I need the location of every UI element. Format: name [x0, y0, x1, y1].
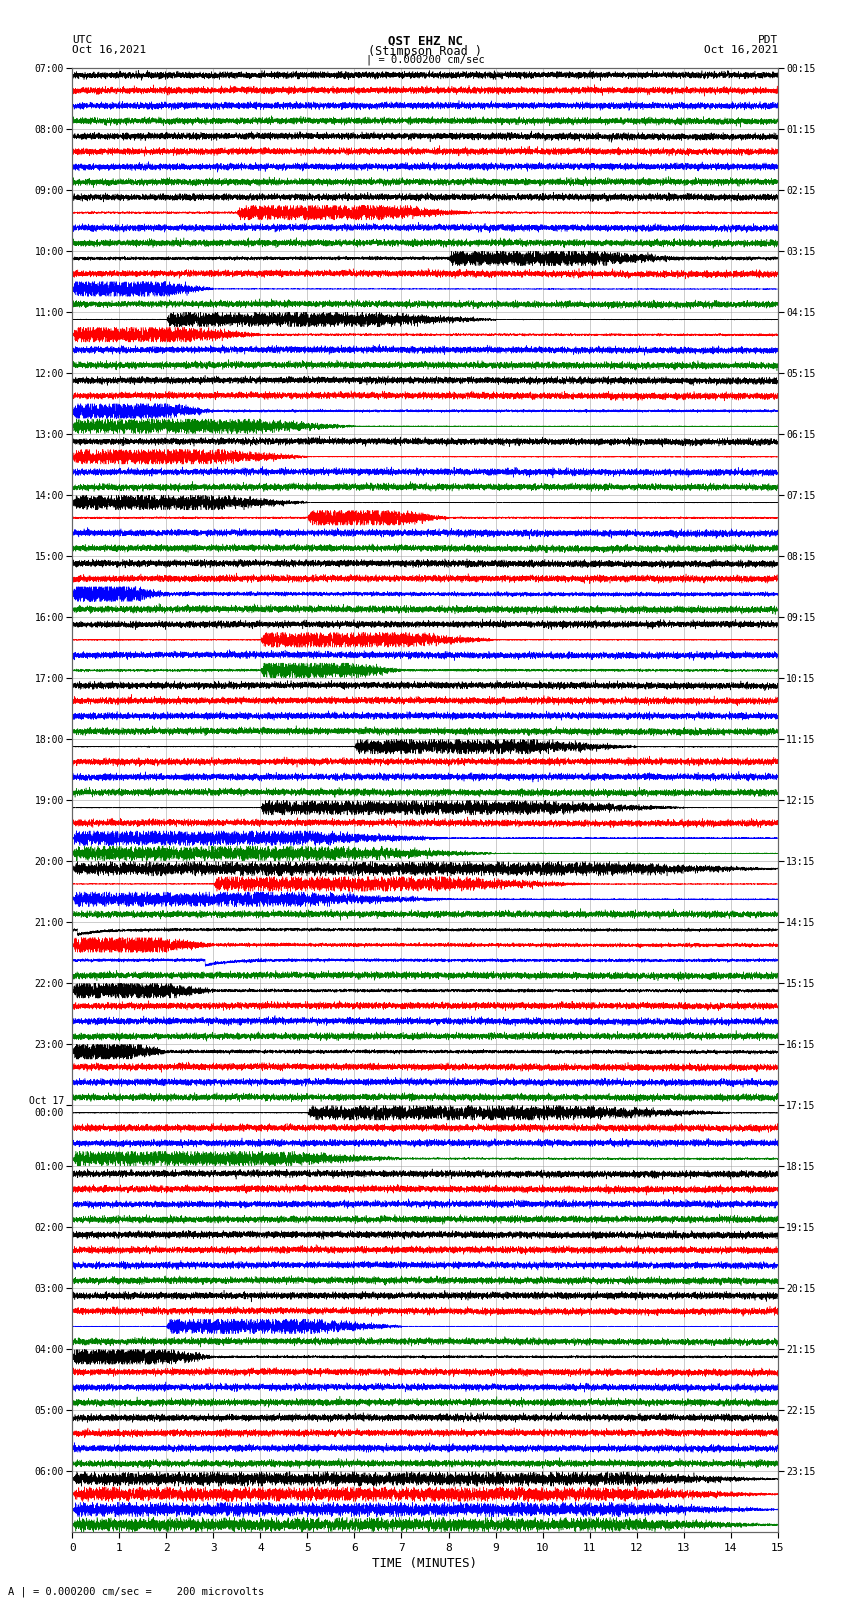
Text: Oct 16,2021: Oct 16,2021 [72, 45, 146, 55]
Text: (Stimpson Road ): (Stimpson Road ) [368, 45, 482, 58]
Text: A | = 0.000200 cm/sec =    200 microvolts: A | = 0.000200 cm/sec = 200 microvolts [8, 1586, 264, 1597]
Text: | = 0.000200 cm/sec: | = 0.000200 cm/sec [366, 55, 484, 66]
Text: UTC: UTC [72, 35, 93, 45]
X-axis label: TIME (MINUTES): TIME (MINUTES) [372, 1557, 478, 1569]
Text: PDT: PDT [757, 35, 778, 45]
Text: OST EHZ NC: OST EHZ NC [388, 35, 462, 48]
Text: Oct 16,2021: Oct 16,2021 [704, 45, 778, 55]
